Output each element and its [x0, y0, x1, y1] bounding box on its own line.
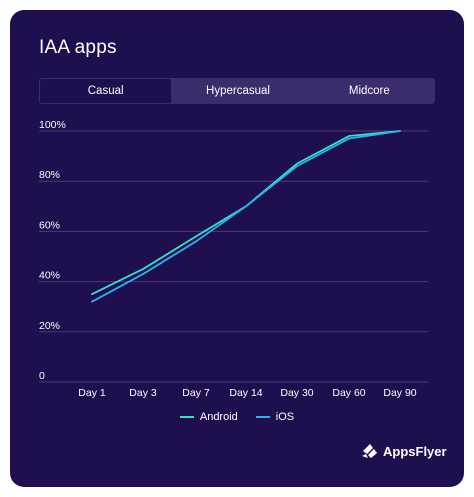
chart-card: IAA apps Casual Hypercasual Midcore 0 20%…: [10, 10, 464, 487]
x-tick-label: Day 14: [229, 387, 262, 399]
x-tick-label: Day 1: [78, 387, 106, 399]
x-tick-label: Day 60: [332, 387, 365, 399]
x-tick-label: Day 90: [383, 387, 416, 399]
y-tick-label: 60%: [39, 219, 60, 231]
legend-label-ios: iOS: [275, 411, 295, 423]
legend-label-android: Android: [199, 411, 238, 423]
line-chart: 0 20% 40% 60% 80% 100% Day 1 Day 3 Day 7 Day 14 Da…: [39, 119, 428, 399]
y-tick-label: 20%: [39, 320, 60, 332]
tab-hypercasual[interactable]: Hypercasual: [206, 85, 270, 97]
legend-swatch-android: [179, 416, 194, 418]
y-tick-label: 40%: [39, 270, 60, 282]
y-tick-label: 0: [39, 370, 45, 382]
tab-casual[interactable]: Casual: [39, 78, 173, 104]
x-tick-label: Day 30: [280, 387, 313, 399]
y-tick-label: 100%: [39, 119, 66, 131]
series-line-android: [91, 130, 401, 296]
appsflyer-logo: AppsFlyer: [361, 442, 447, 460]
appsflyer-wing-icon: [362, 444, 377, 458]
legend-item-android[interactable]: Android: [179, 411, 238, 423]
legend-swatch-ios: [255, 416, 270, 418]
segment-tabs: Casual Hypercasual Midcore: [39, 78, 435, 104]
series-line-ios: [91, 130, 401, 303]
chart-title: IAA apps: [39, 37, 117, 58]
x-tick-label: Day 7: [182, 387, 210, 399]
tab-midcore[interactable]: Midcore: [348, 85, 390, 97]
x-tick-label: Day 3: [129, 387, 157, 399]
brand-name: AppsFlyer: [383, 443, 447, 459]
legend-item-ios[interactable]: iOS: [255, 411, 295, 423]
chart-legend: Android iOS: [10, 411, 464, 423]
y-tick-label: 80%: [39, 169, 60, 181]
